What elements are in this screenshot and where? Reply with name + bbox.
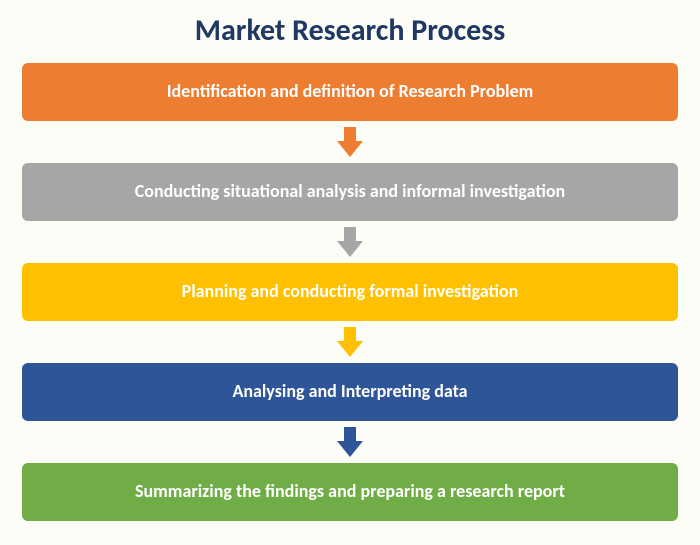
step-4: Analysing and Interpreting data	[22, 363, 678, 421]
step-5: Summarizing the findings and preparing a…	[22, 463, 678, 521]
step-3-label: Planning and conducting formal investiga…	[182, 281, 519, 303]
arrow-down-icon	[337, 227, 363, 257]
step-3: Planning and conducting formal investiga…	[22, 263, 678, 321]
diagram-title: Market Research Process	[195, 12, 505, 49]
arrow-down-icon	[337, 127, 363, 157]
step-4-label: Analysing and Interpreting data	[232, 381, 467, 403]
step-5-label: Summarizing the findings and preparing a…	[135, 481, 565, 503]
flowchart-container: Market Research Process Identification a…	[0, 0, 700, 531]
step-2: Conducting situational analysis and info…	[22, 163, 678, 221]
arrow-down-icon	[337, 427, 363, 457]
arrow-down-icon	[337, 327, 363, 357]
step-2-label: Conducting situational analysis and info…	[135, 181, 565, 203]
step-1: Identification and definition of Researc…	[22, 63, 678, 121]
step-1-label: Identification and definition of Researc…	[167, 81, 534, 103]
